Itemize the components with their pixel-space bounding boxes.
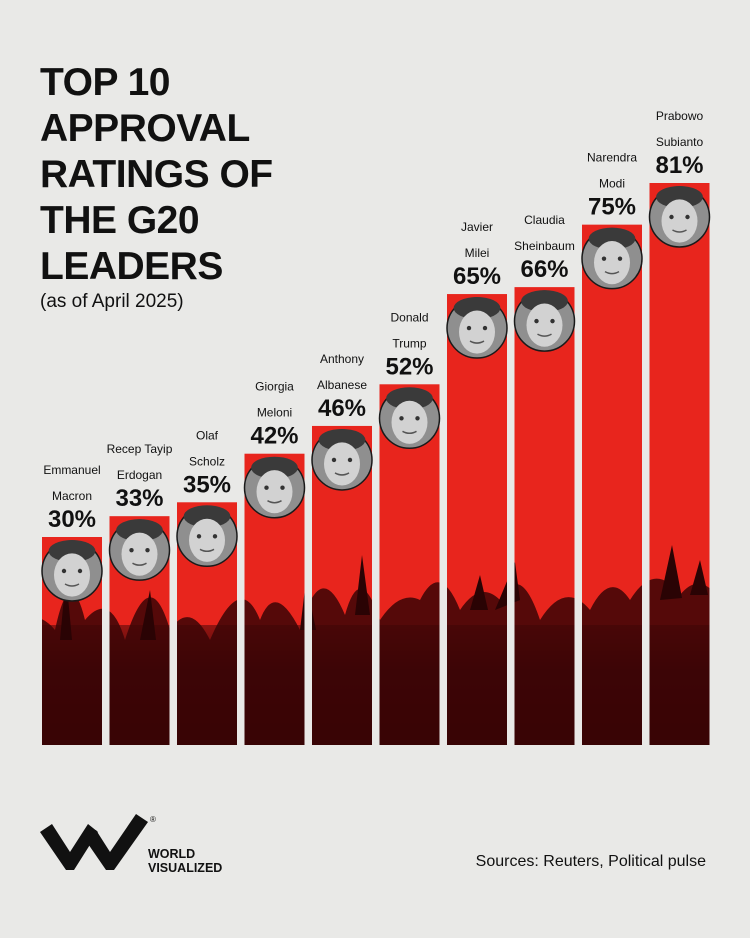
portrait-anthony-albanese [311, 428, 373, 491]
value-label-javier-milei: 65% [453, 263, 501, 290]
name-label-narendra-modi-line-2: Modi [599, 177, 625, 191]
value-label-claudia-sheinbaum: 66% [520, 256, 568, 283]
name-label-giorgia-meloni-line-2: Meloni [257, 406, 292, 420]
name-label-emmanuel-macron-line-1: Emmanuel [43, 463, 100, 477]
registered-mark: ® [150, 815, 156, 824]
portrait-javier-milei [446, 297, 508, 359]
value-label-recep-tayip-erdogan: 33% [115, 485, 163, 512]
name-label-narendra-modi-line-1: Narendra [587, 151, 637, 165]
value-label-prabowo-subianto: 81% [655, 152, 703, 179]
portrait-recep-tayip-erdogan [108, 519, 171, 581]
name-label-olaf-scholz-line-1: Olaf [196, 428, 219, 442]
portrait-narendra-modi [581, 227, 643, 290]
portrait-claudia-sheinbaum [513, 290, 576, 352]
name-label-javier-milei-line-2: Milei [465, 246, 490, 260]
name-label-olaf-scholz-line-2: Scholz [189, 454, 225, 468]
name-label-claudia-sheinbaum-line-1: Claudia [524, 213, 565, 227]
name-label-recep-tayip-erdogan-line-2: Erdogan [117, 468, 162, 482]
sources-note: Sources: Reuters, Political pulse [475, 853, 706, 870]
name-label-giorgia-meloni-line-1: Giorgia [255, 380, 294, 394]
name-label-anthony-albanese-line-2: Albanese [317, 378, 367, 392]
chart-subtitle: (as of April 2025) [40, 291, 184, 312]
portrait-donald-trump [378, 387, 441, 450]
name-label-prabowo-subianto-line-2: Subianto [656, 135, 704, 149]
value-label-anthony-albanese: 46% [318, 395, 366, 422]
name-label-anthony-albanese-line-1: Anthony [320, 352, 364, 366]
chart-title: TOP 10 APPROVAL RATINGS OF THE G20 LEADE… [40, 61, 273, 288]
brand-line-2: VISUALIZED [148, 861, 223, 875]
value-label-emmanuel-macron: 30% [48, 506, 96, 533]
portrait-giorgia-meloni [243, 456, 306, 519]
brand-line-1: WORLD [148, 847, 196, 861]
name-label-claudia-sheinbaum-line-2: Sheinbaum [514, 239, 575, 253]
world-visualized-logo: ® [40, 814, 156, 870]
value-label-olaf-scholz: 35% [183, 471, 231, 498]
portrait-emmanuel-macron [41, 540, 103, 602]
name-label-recep-tayip-erdogan-line-1: Recep Tayip [107, 442, 173, 456]
portrait-olaf-scholz [176, 505, 238, 568]
name-label-javier-milei-line-1: Javier [461, 220, 493, 234]
name-label-prabowo-subianto-line-1: Prabowo [656, 109, 704, 123]
name-label-donald-trump-line-2: Trump [392, 336, 427, 350]
portrait-prabowo-subianto [648, 186, 711, 248]
value-label-narendra-modi: 75% [588, 194, 636, 221]
value-label-donald-trump: 52% [385, 353, 433, 380]
name-label-emmanuel-macron-line-2: Macron [52, 489, 92, 503]
brand-name: WORLD VISUALIZED [148, 847, 222, 875]
name-label-donald-trump-line-1: Donald [390, 310, 428, 324]
value-label-giorgia-meloni: 42% [250, 423, 298, 450]
